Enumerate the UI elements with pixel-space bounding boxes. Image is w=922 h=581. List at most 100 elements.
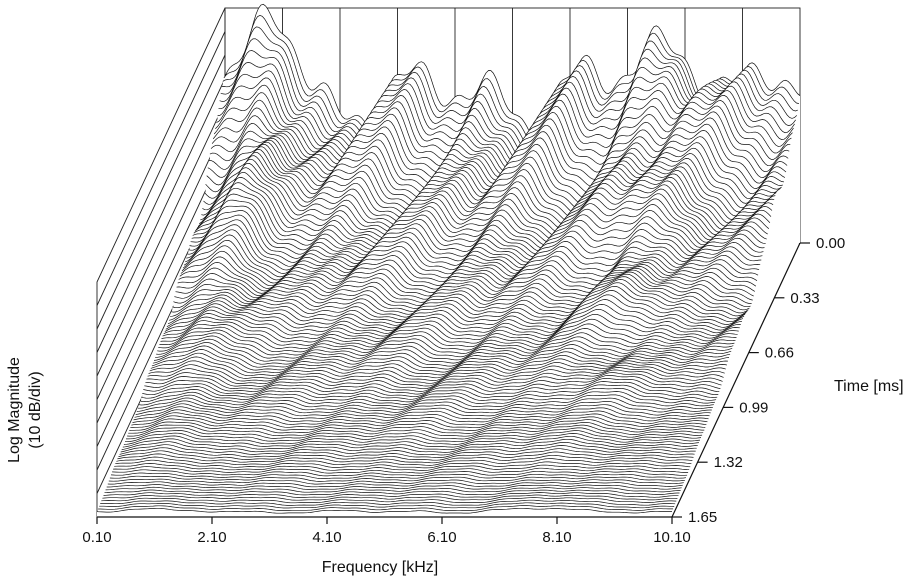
waterfall-trace bbox=[166, 299, 742, 332]
waterfall-trace bbox=[156, 338, 732, 364]
waterfall-trace bbox=[217, 77, 793, 164]
waterfall-trace bbox=[129, 421, 705, 434]
waterfall-trace bbox=[150, 356, 726, 379]
waterfall-trace bbox=[157, 335, 733, 361]
x-tick-label: 2.10 bbox=[197, 529, 226, 546]
waterfall-trace bbox=[145, 375, 721, 392]
waterfall-trace bbox=[123, 435, 699, 448]
waterfall-trace bbox=[165, 304, 741, 334]
waterfall-trace bbox=[196, 171, 773, 243]
waterfall-trace bbox=[102, 494, 678, 501]
waterfall-trace bbox=[176, 269, 752, 306]
waterfall-trace bbox=[183, 234, 760, 283]
waterfall-trace bbox=[96, 507, 673, 514]
waterfall-trace bbox=[159, 329, 735, 354]
waterfall-trace bbox=[131, 415, 707, 429]
waterfall-trace bbox=[113, 466, 689, 474]
waterfall-trace bbox=[127, 427, 703, 440]
waterfall-trace bbox=[132, 412, 708, 426]
waterfall-trace bbox=[218, 70, 794, 161]
waterfall-trace bbox=[155, 342, 731, 367]
waterfall-trace bbox=[134, 406, 710, 420]
waterfall-trace bbox=[98, 505, 674, 511]
waterfall-trace bbox=[120, 444, 696, 456]
waterfall-trace bbox=[126, 430, 702, 443]
waterfall-trace bbox=[201, 155, 777, 230]
waterfall-trace bbox=[215, 92, 791, 169]
waterfall-trace bbox=[109, 475, 685, 482]
waterfall-trace bbox=[115, 459, 691, 469]
waterfall-trace bbox=[153, 345, 730, 370]
waterfall-trace bbox=[139, 391, 716, 405]
waterfall-trace bbox=[128, 424, 704, 437]
waterfall-trace bbox=[195, 177, 772, 246]
waterfall-trace bbox=[130, 418, 706, 431]
side-wall-gridline bbox=[96, 101, 226, 377]
waterfall-trace bbox=[125, 432, 701, 445]
waterfall-trace bbox=[137, 397, 713, 411]
waterfall-trace bbox=[205, 143, 781, 214]
waterfall-trace bbox=[110, 472, 687, 479]
waterfall-trace bbox=[206, 141, 782, 209]
waterfall-trace bbox=[198, 162, 775, 237]
y-axis-title-line1: Log Magnitude bbox=[6, 357, 23, 463]
waterfall-trace bbox=[103, 492, 679, 498]
waterfall-trace bbox=[194, 182, 771, 249]
waterfall-trace bbox=[167, 294, 744, 329]
waterfall-trace bbox=[112, 469, 688, 477]
waterfall-trace bbox=[141, 387, 717, 403]
waterfall-trace bbox=[138, 394, 714, 408]
z-tick-label: 0.66 bbox=[765, 345, 794, 362]
waterfall-trace bbox=[107, 481, 683, 488]
z-tick-label: 1.65 bbox=[688, 509, 717, 526]
waterfall-trace bbox=[162, 318, 738, 344]
waterfall-trace bbox=[177, 267, 753, 303]
waterfall-trace bbox=[136, 400, 712, 414]
waterfall-trace bbox=[106, 484, 682, 490]
time-axis-line bbox=[671, 242, 801, 518]
waterfall-trace bbox=[101, 497, 677, 504]
waterfall-trace bbox=[181, 245, 758, 290]
waterfall-trace bbox=[203, 148, 779, 222]
waterfall-trace bbox=[178, 262, 754, 300]
waterfall-trace bbox=[187, 219, 763, 271]
waterfall-trace bbox=[118, 450, 694, 461]
waterfall-trace bbox=[151, 352, 727, 376]
side-wall-gridline bbox=[96, 54, 226, 330]
trace-mask bbox=[97, 508, 672, 517]
x-tick-label: 6.10 bbox=[427, 529, 456, 546]
z-axis-title: Time [ms] bbox=[834, 378, 904, 395]
waterfall-trace bbox=[163, 313, 739, 341]
waterfall-trace bbox=[189, 210, 765, 263]
waterfall-trace bbox=[146, 372, 722, 390]
waterfall-trace bbox=[202, 151, 778, 226]
z-tick-label: 1.32 bbox=[714, 454, 743, 471]
waterfall-trace bbox=[149, 360, 725, 381]
z-ticks: 0.00 0.33 0.66 0.99 1.32 1.65 bbox=[672, 235, 845, 526]
floor-axes bbox=[97, 242, 801, 518]
side-wall-gridline bbox=[96, 148, 226, 424]
waterfall-trace bbox=[216, 84, 792, 167]
waterfall-trace bbox=[182, 239, 759, 286]
waterfall-trace bbox=[116, 456, 692, 466]
waterfall-trace bbox=[133, 409, 709, 423]
side-wall-gridline bbox=[96, 31, 226, 306]
waterfall-trace bbox=[117, 453, 693, 464]
waterfall-trace bbox=[100, 499, 676, 506]
waterfall-traces bbox=[96, 3, 801, 517]
side-wall-gridline bbox=[96, 78, 226, 353]
waterfall-trace bbox=[160, 326, 736, 351]
side-wall-gridline bbox=[96, 125, 226, 400]
waterfall-trace bbox=[105, 486, 681, 493]
waterfall-trace bbox=[99, 502, 675, 509]
z-tick-label: 0.00 bbox=[816, 235, 845, 252]
x-ticks: 0.10 2.10 4.10 6.10 8.10 10.10 bbox=[82, 517, 691, 546]
waterfall-trace bbox=[122, 438, 698, 451]
waterfall-trace bbox=[142, 384, 718, 400]
waterfall-trace bbox=[158, 332, 734, 358]
waterfall-trace bbox=[169, 290, 745, 326]
waterfall-trace bbox=[185, 229, 761, 279]
x-tick-label: 10.10 bbox=[653, 529, 691, 546]
waterfall-trace bbox=[213, 99, 790, 173]
waterfall-trace bbox=[170, 285, 746, 323]
